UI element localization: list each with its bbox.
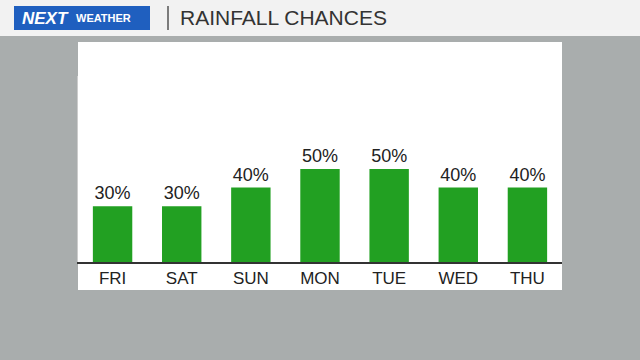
svg-text:NEXT: NEXT bbox=[22, 9, 69, 28]
svg-text:THU: THU bbox=[510, 269, 545, 288]
svg-text:30%: 30% bbox=[95, 183, 131, 203]
svg-text:40%: 40% bbox=[440, 165, 476, 185]
svg-text:SAT: SAT bbox=[166, 269, 198, 288]
svg-text:TUE: TUE bbox=[372, 269, 406, 288]
svg-text:SUN: SUN bbox=[233, 269, 269, 288]
svg-text:WEATHER: WEATHER bbox=[76, 12, 131, 24]
svg-text:RAINFALL CHANCES: RAINFALL CHANCES bbox=[180, 6, 387, 29]
svg-text:40%: 40% bbox=[233, 165, 269, 185]
svg-text:50%: 50% bbox=[302, 146, 338, 166]
svg-text:40%: 40% bbox=[509, 165, 545, 185]
svg-text:FRI: FRI bbox=[99, 269, 126, 288]
svg-text:30%: 30% bbox=[164, 183, 200, 203]
svg-text:WED: WED bbox=[438, 269, 478, 288]
svg-text:50%: 50% bbox=[371, 146, 407, 166]
svg-text:MON: MON bbox=[300, 269, 340, 288]
